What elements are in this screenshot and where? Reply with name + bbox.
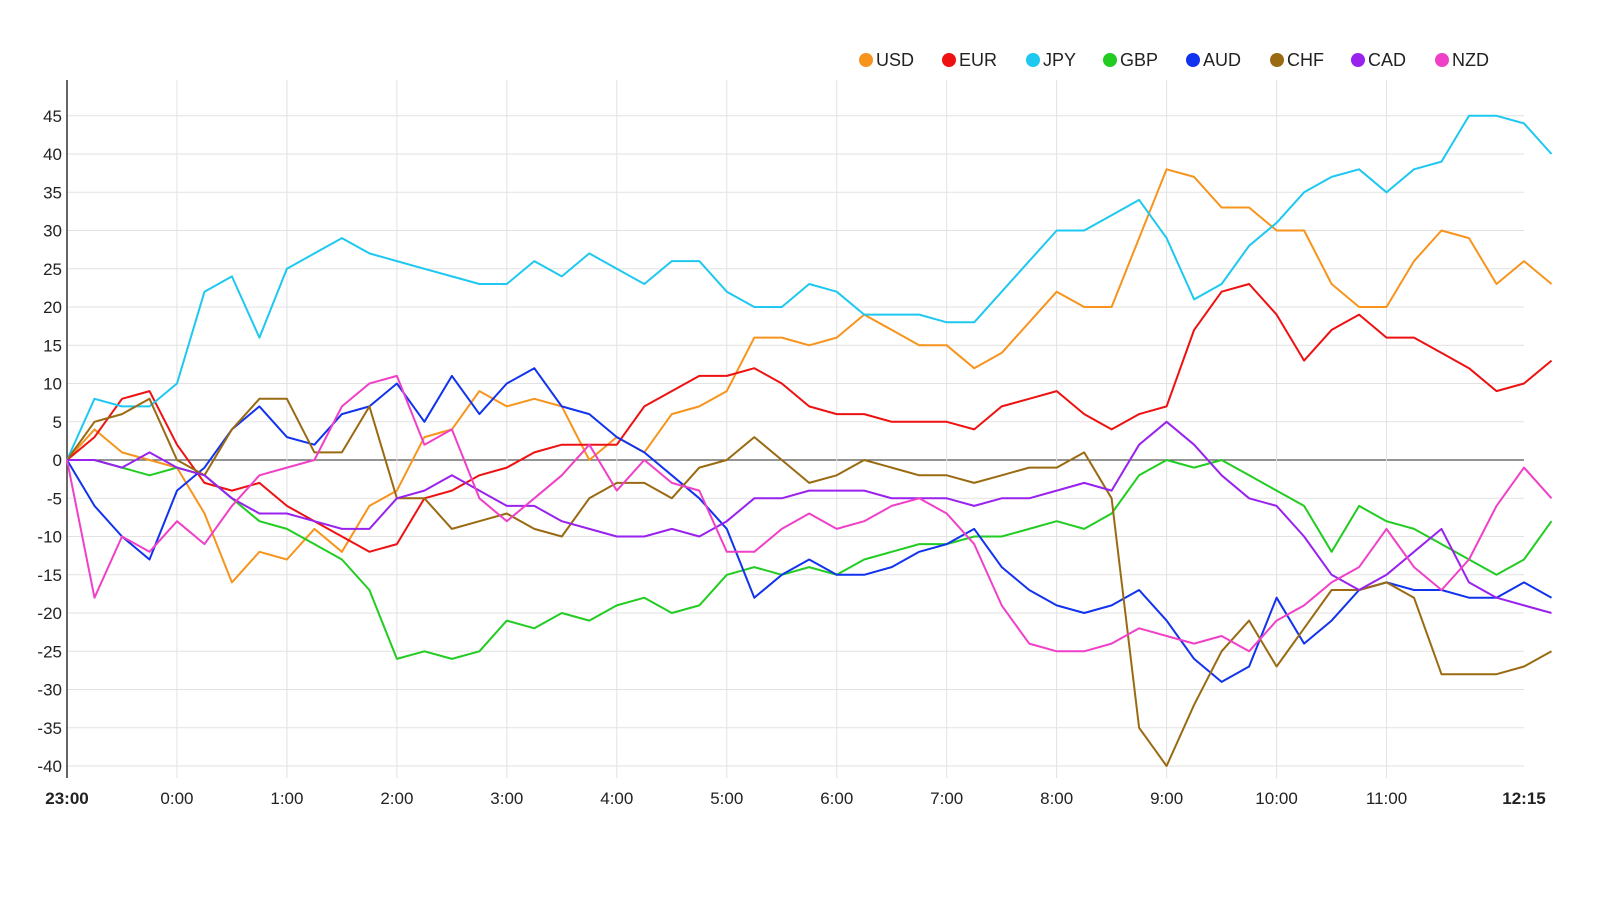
- x-tick-label: 6:00: [820, 789, 853, 808]
- series-line-nzd: [66, 374, 1553, 653]
- y-tick-label: 5: [53, 413, 62, 432]
- y-tick-label: 15: [43, 336, 62, 355]
- y-tick-label: 35: [43, 183, 62, 202]
- y-tick-label: -20: [37, 604, 62, 623]
- y-tick-label: 25: [43, 260, 62, 279]
- legend-marker-eur: [942, 53, 956, 67]
- y-tick-label: -15: [37, 566, 62, 585]
- series-line-chf: [66, 397, 1552, 767]
- y-tick-label: 30: [43, 222, 62, 241]
- legend-label-aud: AUD: [1203, 50, 1241, 70]
- y-tick-label: 10: [43, 375, 62, 394]
- legend-marker-nzd: [1435, 53, 1449, 67]
- legend-marker-gbp: [1103, 53, 1117, 67]
- x-axis-ticks: 23:00 0:00 1:00 2:00 3:00 4:00 5:00 6:00 7:00 8:0…: [45, 789, 1545, 808]
- legend-label-usd: USD: [876, 50, 914, 70]
- series-line-gbp: [67, 459, 1553, 660]
- series-line-aud: [66, 367, 1552, 683]
- x-tick-label: 3:00: [490, 789, 523, 808]
- x-tick-label: 0:00: [160, 789, 193, 808]
- legend-marker-cad: [1351, 53, 1365, 67]
- legend-label-chf: CHF: [1287, 50, 1324, 70]
- legend-marker-aud: [1186, 53, 1200, 67]
- x-tick-label: 1:00: [270, 789, 303, 808]
- y-tick-label: -10: [37, 528, 62, 547]
- x-tick-label: 4:00: [600, 789, 633, 808]
- series-line-eur: [66, 283, 1553, 553]
- series-line-usd: [66, 168, 1553, 584]
- legend-marker-jpy: [1026, 53, 1040, 67]
- x-tick-label: 12:15: [1502, 789, 1545, 808]
- y-tick-label: 40: [43, 145, 62, 164]
- legend: USD EUR JPY GBP AUD CHF CAD NZD: [859, 50, 1489, 70]
- x-tick-label: 5:00: [710, 789, 743, 808]
- legend-label-gbp: GBP: [1120, 50, 1158, 70]
- legend-marker-chf: [1270, 53, 1284, 67]
- y-tick-label: -5: [47, 489, 62, 508]
- series-line-cad: [67, 420, 1552, 614]
- y-tick-label: -25: [37, 642, 62, 661]
- y-tick-label: -30: [37, 681, 62, 700]
- legend-label-nzd: NZD: [1452, 50, 1489, 70]
- legend-label-eur: EUR: [959, 50, 997, 70]
- legend-marker-usd: [859, 53, 873, 67]
- x-tick-label: 11:00: [1366, 789, 1407, 808]
- x-tick-label: 2:00: [380, 789, 413, 808]
- x-tick-label: 8:00: [1040, 789, 1073, 808]
- x-tick-label: 7:00: [930, 789, 963, 808]
- legend-label-jpy: JPY: [1043, 50, 1076, 70]
- series-lines: [66, 114, 1553, 767]
- x-tick-label: 23:00: [45, 789, 88, 808]
- y-tick-label: 45: [43, 107, 62, 126]
- grid: [66, 80, 1524, 778]
- y-tick-label: 0: [53, 451, 62, 470]
- y-tick-label: -40: [37, 757, 62, 776]
- y-axis-ticks: -40 -35 -30 -25 -20 -15 -10 -5 0 5 10 15 20 25 30 35 40 4…: [37, 107, 62, 776]
- x-tick-label: 10:00: [1255, 789, 1298, 808]
- legend-label-cad: CAD: [1368, 50, 1406, 70]
- x-tick-label: 9:00: [1150, 789, 1183, 808]
- series-line-jpy: [66, 114, 1553, 461]
- y-tick-label: 20: [43, 298, 62, 317]
- y-tick-label: -35: [37, 719, 62, 738]
